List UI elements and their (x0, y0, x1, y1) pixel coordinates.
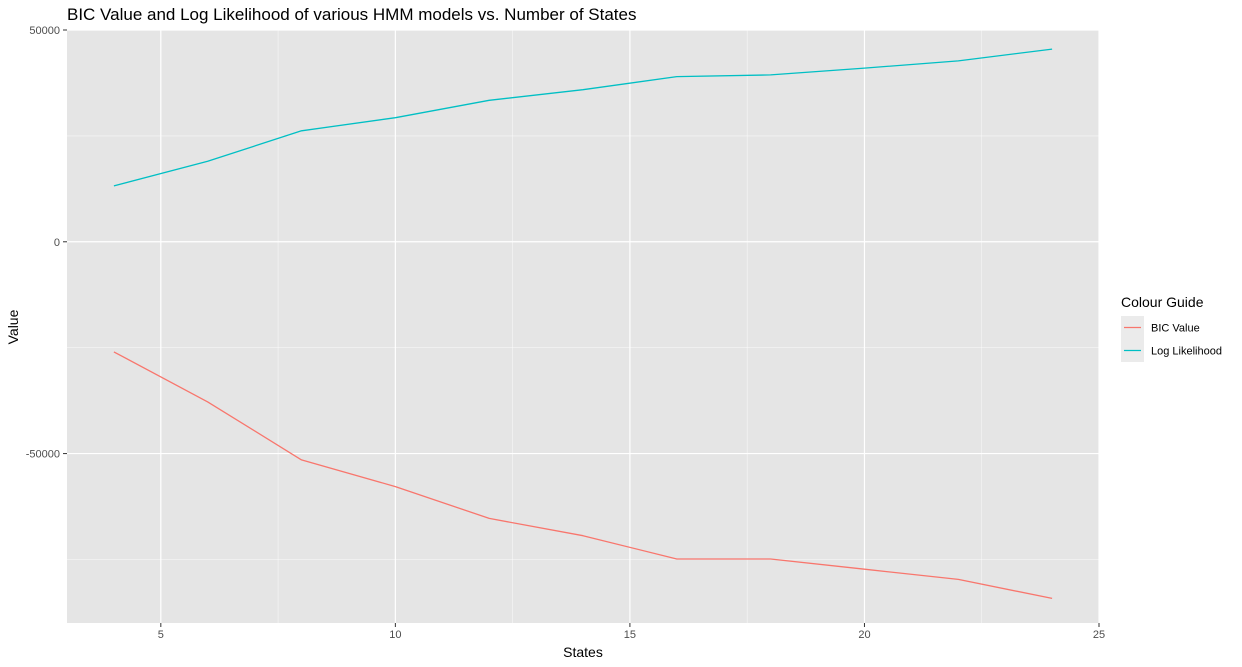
x-tick-label-1: 10 (389, 629, 401, 641)
x-tick-labels: 5 10 15 20 25 (158, 629, 1105, 641)
minor-gridlines (67, 30, 1099, 623)
legend-label-bic-value: BIC Value (1151, 323, 1200, 335)
x-tick-label-3: 20 (858, 629, 870, 641)
legend-label-log-likelihood: Log Likelihood (1151, 346, 1222, 358)
axis-ticks (63, 29, 1100, 627)
x-axis-title: States (563, 644, 603, 660)
y-tick-labels: 50000 0 -50000 (26, 25, 60, 461)
y-tick-label-2: -50000 (26, 449, 60, 461)
legend-title: Colour Guide (1121, 294, 1204, 310)
y-tick-label-1: 0 (54, 237, 60, 249)
legend: Colour Guide BIC Value Log Likelihood (1121, 294, 1222, 362)
series-line-log-likelihood (113, 48, 1053, 187)
y-tick-label-0: 50000 (29, 25, 60, 37)
series-line-bic-value (113, 351, 1053, 600)
x-tick-label-2: 15 (624, 629, 636, 641)
chart-title: BIC Value and Log Likelihood of various … (67, 5, 636, 24)
major-gridlines (67, 29, 1100, 623)
x-tick-label-0: 5 (158, 629, 164, 641)
x-tick-label-4: 25 (1093, 629, 1105, 641)
plot-panel (67, 30, 1099, 623)
y-axis-title: Value (5, 309, 21, 344)
series-lines (113, 48, 1053, 600)
